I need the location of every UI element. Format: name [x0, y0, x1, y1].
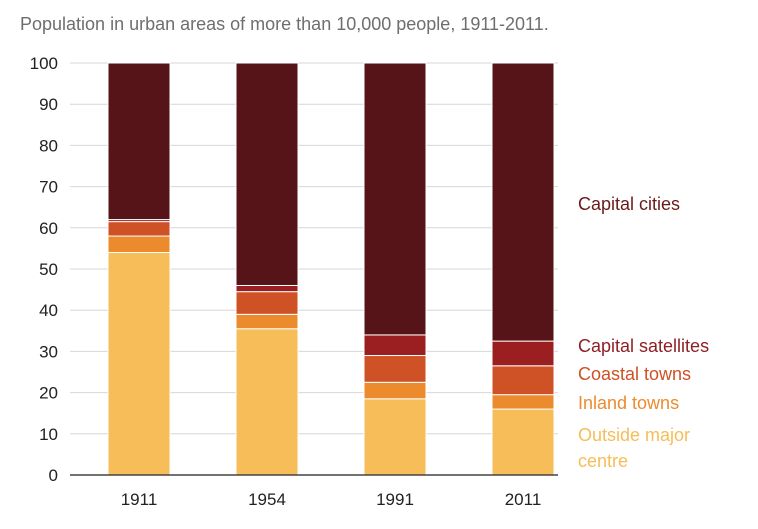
y-tick-label: 20	[39, 384, 58, 403]
x-tick-label: 2011	[505, 490, 542, 509]
y-tick-label: 0	[49, 466, 58, 485]
bar-segment-1991-0	[363, 398, 427, 476]
y-tick-label: 40	[39, 301, 58, 320]
bar-segment-2011-1	[491, 394, 555, 410]
legend-label: centre	[578, 451, 628, 471]
chart-subtitle: Population in urban areas of more than 1…	[20, 14, 549, 34]
bar-segment-1991-2	[363, 355, 427, 383]
bar-segment-2011-0	[491, 408, 555, 476]
x-tick-label: 1911	[121, 490, 158, 509]
bar-segment-1991-1	[363, 381, 427, 400]
legend-label: Capital satellites	[578, 336, 709, 356]
x-tick-label: 1954	[248, 490, 286, 509]
y-tick-label: 50	[39, 260, 58, 279]
bar-segment-1954-3	[235, 284, 299, 293]
bar-segment-1991-3	[363, 334, 427, 357]
bar-segment-2011-3	[491, 340, 555, 367]
legend-label: Coastal towns	[578, 364, 691, 384]
bar-segment-1911-2	[107, 221, 171, 237]
y-tick-label: 90	[39, 95, 58, 114]
bar-segment-1954-1	[235, 313, 299, 330]
bar-segment-1991-4	[363, 62, 427, 336]
legend-label: Inland towns	[578, 393, 679, 413]
y-tick-label: 30	[39, 342, 58, 361]
y-tick-label: 80	[39, 136, 58, 155]
bar-segment-1911-4	[107, 62, 171, 221]
y-tick-label: 100	[30, 54, 58, 73]
y-tick-label: 60	[39, 219, 58, 238]
legend-label: Capital cities	[578, 194, 680, 214]
bar-segment-1954-2	[235, 291, 299, 315]
x-tick-label: 1991	[376, 490, 414, 509]
bar-segment-1911-1	[107, 235, 171, 254]
bar-segment-2011-4	[491, 62, 555, 342]
bar-segment-1911-0	[107, 252, 171, 476]
bar-segment-1954-4	[235, 62, 299, 286]
y-tick-label: 10	[39, 425, 58, 444]
legend-label: Outside major	[578, 425, 690, 445]
bar-segment-2011-2	[491, 365, 555, 396]
y-tick-label: 70	[39, 178, 58, 197]
bar-segment-1954-0	[235, 328, 299, 476]
